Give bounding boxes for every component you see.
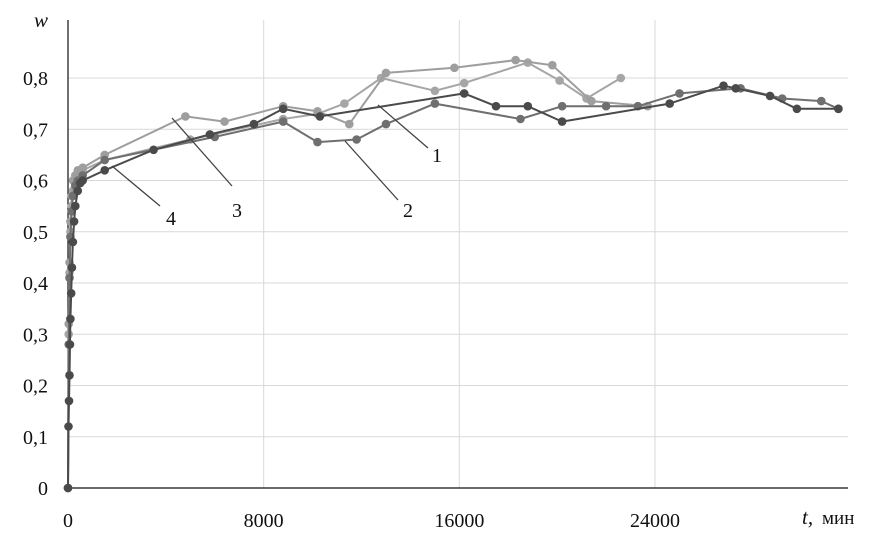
data-point	[459, 89, 469, 98]
data-point	[548, 60, 557, 70]
data-point	[516, 114, 525, 124]
data-point	[352, 135, 361, 144]
data-point	[66, 289, 76, 298]
data-point	[220, 117, 229, 126]
series-1	[63, 58, 626, 493]
y-tick-label: 0	[38, 478, 48, 500]
data-point	[78, 176, 87, 185]
y-tick-label: 0,4	[23, 273, 48, 295]
data-point	[834, 104, 843, 114]
data-point	[205, 130, 215, 139]
data-point	[430, 86, 440, 96]
callout-labels: 1 2 3 4	[166, 145, 442, 230]
data-point	[68, 237, 78, 247]
series-line-1	[67, 61, 622, 489]
data-point	[675, 89, 684, 98]
x-tick-label: 0	[63, 510, 73, 532]
data-point	[100, 166, 109, 175]
data-point	[381, 119, 391, 129]
data-point	[587, 96, 596, 106]
data-point	[69, 217, 79, 226]
data-point	[557, 117, 567, 126]
data-point	[78, 163, 87, 172]
data-point	[450, 63, 459, 73]
data-point	[665, 99, 674, 108]
data-point	[73, 186, 83, 196]
y-axis-title: w	[34, 8, 48, 32]
data-point	[430, 99, 440, 108]
callout-label-4: 4	[166, 208, 176, 230]
data-point	[792, 104, 802, 114]
y-tick-labels: 0 0,1 0,2 0,3 0,4 0,5 0,6 0,7 0,8	[23, 68, 48, 500]
data-point	[278, 117, 288, 126]
callout-label-1: 1	[432, 145, 442, 167]
data-point	[65, 340, 75, 349]
data-point	[64, 396, 74, 406]
leader-line-4	[111, 165, 161, 207]
data-point	[817, 96, 826, 106]
series-line-4	[67, 84, 839, 489]
data-point	[66, 314, 75, 324]
data-point	[340, 99, 349, 108]
series-line-2	[67, 87, 839, 489]
data-point	[765, 91, 775, 101]
series-lines	[63, 55, 843, 493]
y-tick-label: 0,1	[23, 427, 48, 449]
data-point	[381, 68, 391, 78]
callout-label-3: 3	[232, 200, 242, 222]
leader-line-1	[377, 104, 429, 149]
data-point	[67, 263, 77, 272]
x-axis-unit: мин	[822, 508, 854, 529]
y-tick-label: 0,6	[23, 171, 48, 193]
data-point	[149, 145, 158, 155]
y-tick-label: 0,5	[23, 222, 48, 244]
axes	[67, 20, 848, 489]
data-point	[731, 84, 740, 93]
x-tick-label: 16000	[434, 510, 484, 532]
callout-label-2: 2	[403, 200, 413, 222]
x-tick-label: 24000	[630, 510, 680, 532]
data-point	[511, 55, 520, 65]
data-point	[315, 112, 325, 121]
data-point	[719, 81, 728, 90]
data-point	[249, 119, 259, 129]
data-point	[63, 483, 73, 493]
y-tick-label: 0,7	[23, 119, 48, 141]
series-2	[63, 84, 843, 493]
x-tick-labels: 0 8000 16000 24000	[63, 510, 680, 532]
data-point	[555, 76, 564, 85]
data-point	[313, 137, 322, 147]
data-point	[64, 422, 73, 431]
data-point	[459, 78, 469, 88]
data-point	[557, 101, 567, 111]
leader-line-2	[344, 140, 399, 201]
y-tick-label: 0,2	[23, 376, 48, 398]
x-tick-label: 8000	[244, 510, 284, 532]
data-point	[65, 371, 74, 380]
data-point	[278, 104, 288, 114]
x-axis-title: t,	[802, 505, 813, 529]
data-point	[491, 101, 501, 111]
y-tick-label: 0,3	[23, 324, 48, 346]
data-point	[100, 155, 109, 165]
callout-leaders	[111, 104, 429, 207]
data-point	[616, 73, 626, 83]
data-point	[601, 101, 611, 111]
leader-line-3	[171, 117, 233, 187]
data-point	[71, 201, 80, 211]
grid-lines	[68, 20, 848, 488]
data-point	[181, 112, 190, 121]
data-point	[523, 101, 533, 111]
y-tick-label: 0,8	[23, 68, 48, 90]
data-point	[345, 119, 354, 129]
series-4	[63, 81, 843, 493]
